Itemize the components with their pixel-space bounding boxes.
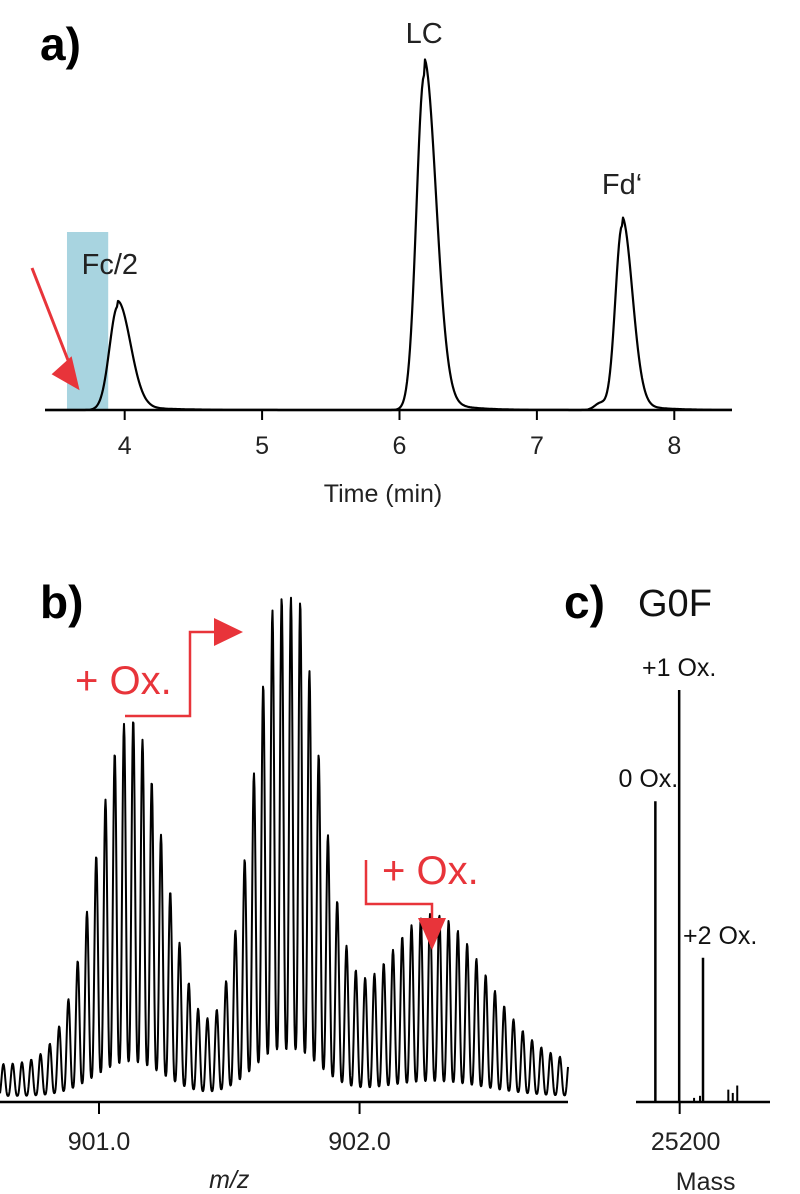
oxidation-arrow-head — [418, 918, 446, 950]
x-tick-label: 7 — [530, 432, 544, 460]
oxidation-arrow-path — [364, 860, 434, 918]
arrow-head — [51, 356, 80, 391]
arrow-shaft — [30, 267, 71, 365]
oxidation-label: + Ox. — [75, 659, 172, 703]
spectrum-trace — [0, 596, 569, 1097]
mass-bar-label: +2 Ox. — [683, 922, 757, 950]
x-axis-title: m/z — [209, 1166, 250, 1194]
oxidation-arrow-head — [214, 618, 243, 646]
deconvoluted-mass-panel: 25200 Mass 0 Ox. +1 Ox. +2 Ox. — [618, 654, 770, 1194]
mass-bar-label: +1 Ox. — [642, 654, 716, 682]
panel-b-label: b) — [40, 576, 83, 628]
peak-label: LC — [406, 18, 443, 50]
peak-label: Fc/2 — [82, 249, 138, 281]
chromatogram-trace — [44, 58, 733, 412]
mass-bar-label: 0 Ox. — [618, 765, 678, 793]
chromatogram-panel: 4 5 6 7 8 Time (min) Fc/2 LC Fd‘ — [30, 18, 733, 508]
x-tick-label: 4 — [118, 432, 132, 460]
x-tick-label: 6 — [393, 432, 407, 460]
x-axis-title: Mass — [676, 1168, 736, 1194]
x-tick-label: 902.0 — [328, 1128, 391, 1156]
x-tick-label: 901.0 — [68, 1128, 131, 1156]
peak-label: Fd‘ — [602, 169, 642, 201]
panel-c-label: c) — [564, 576, 605, 628]
x-tick-label: 8 — [667, 432, 681, 460]
x-axis-title: Time (min) — [324, 480, 443, 508]
oxidation-arrow-path — [125, 630, 214, 718]
x-tick-label: 5 — [255, 432, 269, 460]
panel-a-label: a) — [40, 18, 81, 70]
panel-c-title: G0F — [638, 583, 712, 625]
mass-spectrum-panel: 901.0 902.0 m/z + Ox. + Ox. — [0, 596, 569, 1194]
x-tick-label: 25200 — [651, 1128, 721, 1156]
oxidation-label: + Ox. — [382, 849, 479, 893]
